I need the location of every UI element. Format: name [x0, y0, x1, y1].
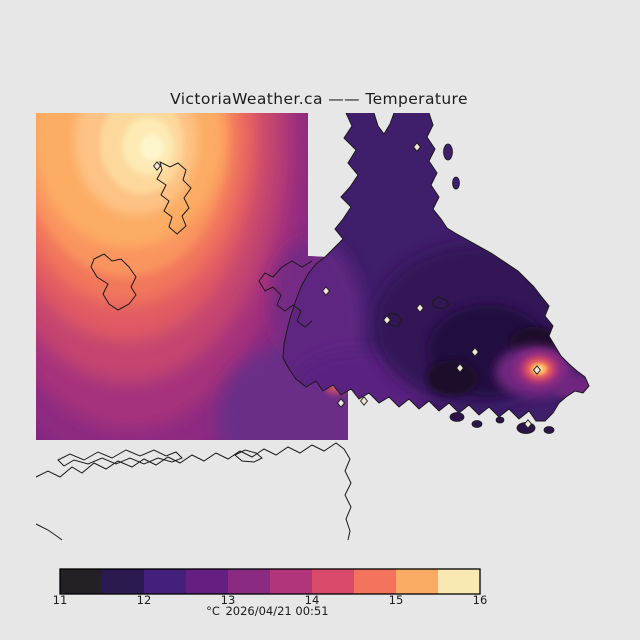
colorbar-tick-label: 13	[221, 593, 236, 607]
coastline-peninsula-outline	[156, 161, 192, 235]
coastline-south-shore	[35, 442, 352, 541]
islet	[443, 143, 453, 161]
colorbar-tick-label: 16	[473, 593, 488, 607]
cold-patch-core	[426, 360, 478, 396]
colorbar-segment	[144, 569, 186, 594]
colorbar-segment	[60, 569, 102, 594]
colorbar-tick-label: 11	[53, 593, 68, 607]
temperature-map	[35, 112, 590, 541]
lake-outline	[385, 312, 403, 327]
lake-outline	[431, 296, 450, 310]
coastline-small-island	[234, 449, 263, 463]
colorbar-tick-label: 15	[389, 593, 404, 607]
colorbar-datetime: 2026/04/21 00:51	[225, 604, 328, 618]
colorbar: 11 12 13 14 15 16 °C 2026/04/21 00:51	[53, 568, 488, 618]
colorbar-border	[59, 568, 481, 595]
islet	[543, 426, 555, 434]
colorbar-unit-label: °C	[206, 604, 220, 618]
colorbar-tick-label: 14	[305, 593, 320, 607]
coastline-island-outline	[90, 253, 137, 311]
coastline-top-notch	[373, 112, 395, 135]
colorbar-segment	[186, 569, 228, 594]
islet	[452, 176, 460, 190]
figure-title: VictoriaWeather.ca —— Temperature	[170, 90, 468, 108]
colorbar-segment	[438, 569, 480, 594]
coastline-detail	[35, 523, 63, 541]
coastline-landmass	[282, 112, 590, 422]
islet	[495, 416, 505, 424]
colorbar-segment	[312, 569, 354, 594]
warm-anomaly-core	[140, 134, 164, 160]
temperature-field	[36, 113, 348, 440]
colorbar-tick-label: 12	[137, 593, 152, 607]
islet	[471, 420, 483, 428]
strait-shade	[217, 333, 348, 440]
colorbar-segment	[396, 569, 438, 594]
colorbar-segment	[270, 569, 312, 594]
coastline-spit	[57, 449, 183, 467]
colorbar-segment	[354, 569, 396, 594]
colorbar-segment	[102, 569, 144, 594]
islet	[449, 412, 465, 422]
coastline-inlet-detail	[258, 260, 313, 328]
colorbar-segment	[228, 569, 270, 594]
